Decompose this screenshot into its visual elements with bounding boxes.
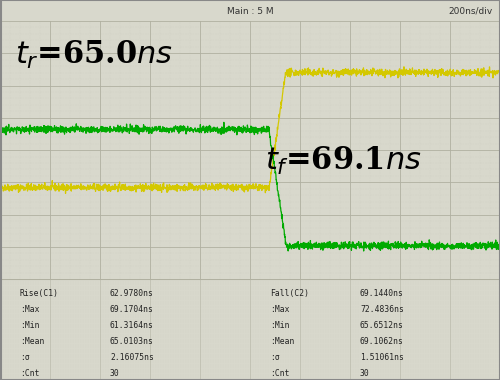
Text: $t_f$=69.1$ns$: $t_f$=69.1$ns$ xyxy=(265,145,422,177)
Text: 65.6512ns: 65.6512ns xyxy=(360,321,404,330)
Text: 62.9780ns: 62.9780ns xyxy=(110,290,154,298)
Text: :Max: :Max xyxy=(20,305,40,314)
Text: 1.51061ns: 1.51061ns xyxy=(360,353,404,362)
Text: :Min: :Min xyxy=(20,321,40,330)
Text: :Max: :Max xyxy=(270,305,289,314)
Text: 69.1704ns: 69.1704ns xyxy=(110,305,154,314)
Text: 2.16075ns: 2.16075ns xyxy=(110,353,154,362)
Text: Fall(C2): Fall(C2) xyxy=(270,290,309,298)
Text: 200ns/div: 200ns/div xyxy=(448,7,492,16)
Text: 30: 30 xyxy=(110,369,120,378)
Text: Rise(C1): Rise(C1) xyxy=(20,290,59,298)
Text: :σ: :σ xyxy=(270,353,280,362)
Text: 69.1062ns: 69.1062ns xyxy=(360,337,404,346)
Text: Main : 5 M: Main : 5 M xyxy=(226,7,274,16)
Text: :Mean: :Mean xyxy=(20,337,44,346)
Text: 72.4836ns: 72.4836ns xyxy=(360,305,404,314)
Text: :Cnt: :Cnt xyxy=(270,369,289,378)
Text: :σ: :σ xyxy=(20,353,30,362)
Text: $t_r$=65.0$ns$: $t_r$=65.0$ns$ xyxy=(15,39,173,71)
Text: 69.1440ns: 69.1440ns xyxy=(360,290,404,298)
Text: :Cnt: :Cnt xyxy=(20,369,40,378)
Text: 65.0103ns: 65.0103ns xyxy=(110,337,154,346)
Text: :Min: :Min xyxy=(270,321,289,330)
Text: 30: 30 xyxy=(360,369,370,378)
Text: 61.3164ns: 61.3164ns xyxy=(110,321,154,330)
Text: :Mean: :Mean xyxy=(270,337,294,346)
